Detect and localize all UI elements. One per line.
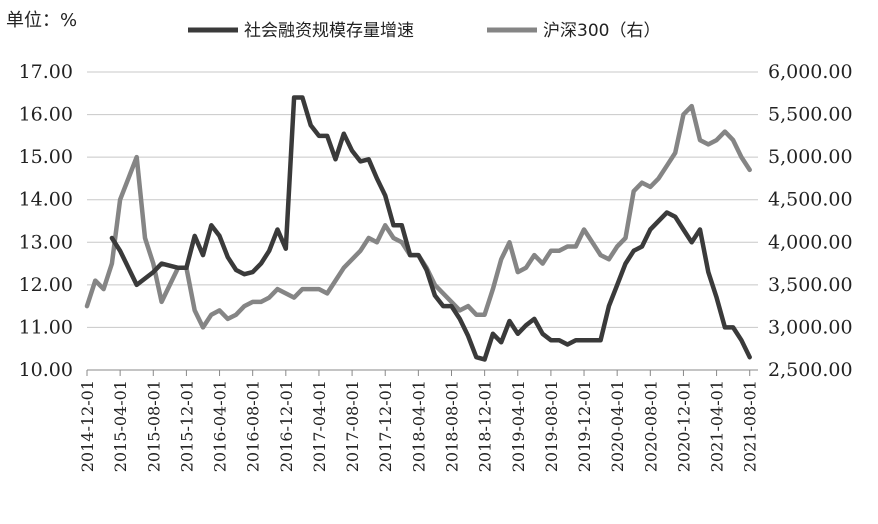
y-right-tick-label: 4,500.00 bbox=[768, 189, 853, 211]
x-tick-label: 2016-04-01 bbox=[211, 380, 230, 472]
x-tick-label: 2019-12-01 bbox=[575, 380, 594, 472]
y-left-tick-label: 13.00 bbox=[19, 231, 73, 253]
x-tick-label: 2020-12-01 bbox=[674, 380, 693, 472]
y-left-tick-label: 10.00 bbox=[19, 359, 73, 381]
x-tick-label: 2016-12-01 bbox=[277, 380, 296, 472]
x-tick-label: 2014-12-01 bbox=[78, 380, 97, 472]
y-right-tick-label: 5,000.00 bbox=[768, 146, 853, 168]
x-tick-label: 2020-08-01 bbox=[641, 380, 660, 472]
x-tick-label: 2015-08-01 bbox=[144, 380, 163, 472]
x-tick-label: 2018-08-01 bbox=[442, 380, 461, 472]
x-tick-label: 2018-04-01 bbox=[409, 380, 428, 472]
x-tick-label: 2016-08-01 bbox=[244, 380, 263, 472]
x-tick-label: 2015-12-01 bbox=[177, 380, 196, 472]
x-tick-label: 2021-04-01 bbox=[708, 380, 727, 472]
y-right-tick-label: 5,500.00 bbox=[768, 104, 853, 126]
hs300-line bbox=[84, 103, 752, 330]
y-right-tick-label: 3,500.00 bbox=[768, 274, 853, 296]
x-tick-label: 2017-08-01 bbox=[343, 380, 362, 472]
x-tick-label: 2019-04-01 bbox=[509, 380, 528, 472]
y-left-tick-label: 14.00 bbox=[19, 189, 73, 211]
x-tick-label: 2018-12-01 bbox=[476, 380, 495, 472]
y-left-tick-label: 16.00 bbox=[19, 104, 73, 126]
x-tick-label: 2021-08-01 bbox=[741, 380, 760, 472]
legend-label: 沪深300（右） bbox=[543, 21, 660, 41]
x-tick-label: 2019-08-01 bbox=[542, 380, 561, 472]
y-right-tick-label: 2,500.00 bbox=[768, 359, 853, 381]
y-right-tick-label: 4,000.00 bbox=[768, 231, 853, 253]
social-financing-growth-line bbox=[109, 95, 752, 362]
unit-label: 单位：% bbox=[6, 10, 78, 31]
y-left-tick-label: 11.00 bbox=[19, 316, 73, 338]
legend-label: 社会融资规模存量增速 bbox=[244, 21, 414, 41]
x-tick-label: 2015-04-01 bbox=[111, 380, 130, 472]
y-right-tick-label: 3,000.00 bbox=[768, 316, 853, 338]
y-right-tick-label: 6,000.00 bbox=[768, 61, 853, 83]
y-left-tick-label: 17.00 bbox=[19, 61, 73, 83]
x-tick-label: 2020-04-01 bbox=[608, 380, 627, 472]
x-tick-label: 2017-04-01 bbox=[310, 380, 329, 472]
x-tick-label: 2017-12-01 bbox=[376, 380, 395, 472]
y-left-tick-label: 12.00 bbox=[19, 274, 73, 296]
y-left-tick-label: 15.00 bbox=[19, 146, 73, 168]
